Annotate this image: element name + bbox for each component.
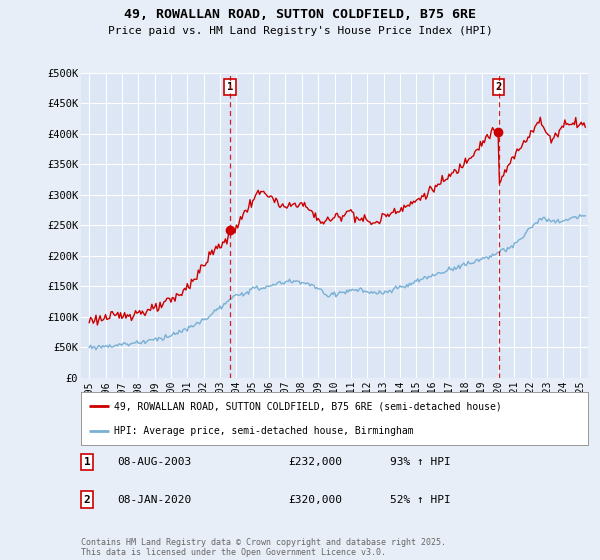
Text: 2: 2	[496, 82, 502, 92]
Text: 08-AUG-2003: 08-AUG-2003	[117, 457, 191, 467]
Text: 08-JAN-2020: 08-JAN-2020	[117, 494, 191, 505]
Text: Price paid vs. HM Land Registry's House Price Index (HPI): Price paid vs. HM Land Registry's House …	[107, 26, 493, 36]
Text: 93% ↑ HPI: 93% ↑ HPI	[390, 457, 451, 467]
Text: 1: 1	[83, 457, 91, 467]
Text: 49, ROWALLAN ROAD, SUTTON COLDFIELD, B75 6RE: 49, ROWALLAN ROAD, SUTTON COLDFIELD, B75…	[124, 8, 476, 21]
Text: 2: 2	[83, 494, 91, 505]
Text: Contains HM Land Registry data © Crown copyright and database right 2025.
This d: Contains HM Land Registry data © Crown c…	[81, 538, 446, 557]
Text: 1: 1	[227, 82, 233, 92]
Text: 49, ROWALLAN ROAD, SUTTON COLDFIELD, B75 6RE (semi-detached house): 49, ROWALLAN ROAD, SUTTON COLDFIELD, B75…	[114, 402, 502, 412]
Text: £320,000: £320,000	[288, 494, 342, 505]
Text: £232,000: £232,000	[288, 457, 342, 467]
Text: 52% ↑ HPI: 52% ↑ HPI	[390, 494, 451, 505]
Text: HPI: Average price, semi-detached house, Birmingham: HPI: Average price, semi-detached house,…	[114, 426, 413, 436]
